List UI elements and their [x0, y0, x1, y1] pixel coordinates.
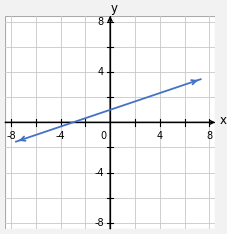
Text: -8: -8 — [94, 218, 104, 228]
Text: 8: 8 — [97, 17, 104, 27]
Text: 8: 8 — [205, 131, 211, 141]
Text: -4: -4 — [56, 131, 65, 141]
Text: 4: 4 — [156, 131, 162, 141]
Text: 0: 0 — [100, 131, 106, 141]
Text: x: x — [218, 114, 225, 127]
Text: -4: -4 — [94, 168, 104, 178]
Text: 4: 4 — [97, 67, 104, 77]
Text: y: y — [110, 2, 117, 15]
Text: -8: -8 — [6, 131, 16, 141]
